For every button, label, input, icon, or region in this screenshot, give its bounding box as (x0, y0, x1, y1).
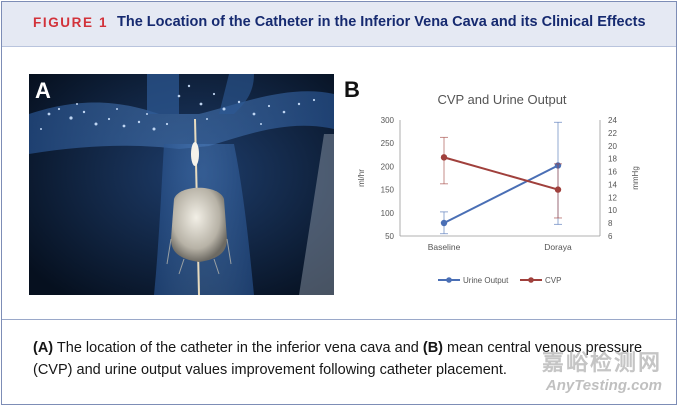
x-tick-label: Doraya (544, 242, 572, 252)
figure-header: FIGURE 1 The Location of the Catheter in… (2, 2, 676, 47)
data-point (440, 154, 448, 161)
figure-label: FIGURE 1 (33, 15, 109, 30)
x-tick-label: Baseline (428, 242, 461, 252)
figure-caption: (A) The location of the catheter in the … (33, 337, 653, 381)
watermark-cn: 嘉峪检测网 (541, 350, 662, 375)
right-tick-label: 24 (608, 116, 617, 125)
right-tick-label: 16 (608, 168, 617, 177)
right-tick-label: 14 (608, 180, 617, 189)
chart-title: CVP and Urine Output (437, 92, 566, 107)
data-point (554, 186, 562, 193)
figure-title: The Location of the Catheter in the Infe… (117, 14, 646, 30)
right-tick-label: 12 (608, 193, 617, 202)
legend-marker (446, 277, 452, 283)
right-tick-label: 20 (608, 142, 617, 151)
caption-label-a: (A) (33, 340, 54, 356)
watermark-en: AnyTesting.com (545, 377, 662, 394)
right-tick-label: 10 (608, 206, 617, 215)
series-line-urine-output (443, 164, 559, 224)
panel-b-chart: CVP and Urine Output 50 100 150 200 250 300 6 8 1… (342, 80, 662, 310)
cvp-urine-chart-svg: CVP and Urine Output 50 100 150 200 250 300 6 8 1… (357, 92, 640, 285)
legend-label: Urine Output (463, 276, 509, 285)
panel-a-catheter-illustration: A (29, 74, 334, 295)
vena-cava-illustration (29, 74, 334, 295)
right-tick-label: 22 (608, 129, 617, 138)
series-line-cvp (443, 156, 559, 191)
caption-text-a: The location of the catheter in the infe… (53, 340, 423, 356)
legend-label: CVP (545, 276, 561, 285)
left-tick-label: 50 (385, 232, 394, 241)
left-tick-label: 150 (381, 186, 395, 195)
right-tick-label: 18 (608, 155, 617, 164)
watermark: 嘉峪检测网 AnyTesting.com (542, 345, 662, 394)
left-tick-label: 200 (381, 162, 395, 171)
data-point (440, 219, 448, 227)
caption-text-b: mean central venous pressure (CVP) and u… (33, 340, 643, 378)
left-tick-label: 250 (381, 139, 395, 148)
caption-divider (2, 319, 676, 320)
right-tick-label: 6 (608, 232, 613, 241)
right-axis-label: mmHg (631, 166, 640, 190)
caption-label-b: (B) (422, 340, 443, 356)
left-tick-label: 100 (381, 209, 395, 218)
left-tick-label: 300 (381, 116, 395, 125)
legend-marker (528, 277, 534, 283)
panel-b-letter: B (344, 77, 360, 102)
left-axis-label: ml/hr (357, 169, 366, 187)
right-tick-label: 8 (608, 219, 613, 228)
panel-a-letter: A (35, 78, 51, 103)
